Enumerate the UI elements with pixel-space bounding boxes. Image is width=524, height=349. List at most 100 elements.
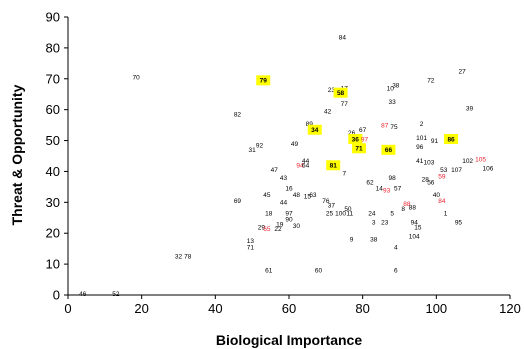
x-tick-label: 60 (282, 301, 296, 316)
data-point: 60 (315, 268, 323, 275)
point-label: 41 (416, 158, 424, 165)
data-point: 26 (348, 130, 356, 137)
data-point: 84 (339, 34, 347, 41)
data-point: 9 (350, 237, 354, 244)
y-tick-label: 10 (46, 257, 60, 272)
data-point: 88 (409, 204, 417, 211)
data-point: 50 (344, 206, 352, 213)
point-label: 88 (409, 204, 417, 211)
y-tick-label: 30 (46, 195, 60, 210)
point-label: 94 (296, 163, 304, 170)
point-label: 75 (390, 124, 398, 131)
point-label: 16 (285, 186, 293, 193)
point-label: 97 (285, 210, 293, 217)
data-point: 19 (276, 221, 284, 228)
point-label: 7 (342, 170, 346, 177)
data-point: 63 (309, 192, 317, 199)
x-axis-title: Biological Importance (216, 332, 362, 348)
point-label: 62 (366, 180, 374, 187)
point-label: 15 (414, 224, 422, 231)
data-point: 14 (376, 186, 384, 193)
point-label: 19 (276, 221, 284, 228)
point-label: 64 (302, 163, 310, 170)
point-label: 14 (376, 186, 384, 193)
data-point: 100 (335, 210, 346, 217)
point-label: 52 (112, 291, 120, 298)
data-point: 95 (455, 220, 463, 227)
x-tick-label: 80 (355, 301, 369, 316)
data-point: 42 (324, 109, 332, 116)
x-tick-label: 20 (134, 301, 148, 316)
data-point: 1 (444, 210, 448, 217)
x-axis-ticks: 0 20 40 60 80 100 120 (64, 295, 521, 316)
point-label: 81 (330, 163, 338, 170)
data-point: 106 (482, 166, 493, 173)
point-label: 36 (352, 136, 360, 143)
data-point: 38 (392, 82, 400, 89)
data-point: 23 (381, 220, 389, 227)
data-point: 39 (466, 105, 474, 112)
data-point: 66 (381, 144, 396, 155)
data-point: 90 (285, 217, 293, 224)
point-label: 9 (350, 237, 354, 244)
point-label: 6 (394, 268, 398, 275)
point-label: 48 (293, 192, 301, 199)
point-label: 101 (416, 135, 427, 142)
data-point: 32 (175, 254, 183, 261)
point-label: 44 (280, 200, 288, 207)
data-point: 93 (383, 187, 391, 194)
data-point: 75 (390, 124, 398, 131)
point-label: 32 (175, 254, 183, 261)
point-label: 100 (335, 210, 346, 217)
point-label: 42 (324, 109, 332, 116)
data-point: 24 (368, 210, 376, 217)
data-point: 103 (424, 159, 435, 166)
point-label: 61 (265, 268, 273, 275)
data-point: 48 (293, 192, 301, 199)
data-point: 16 (285, 186, 293, 193)
data-point: 36 (348, 134, 363, 145)
data-point: 97 (285, 210, 293, 217)
data-point: 64 (302, 163, 310, 170)
point-label: 78 (184, 254, 192, 261)
point-label: 26 (348, 130, 356, 137)
y-tick-label: 50 (46, 133, 60, 148)
point-label: 58 (337, 90, 345, 97)
point-label: 102 (462, 158, 473, 165)
point-label: 88 (403, 201, 411, 208)
point-label: 28 (422, 176, 430, 183)
data-point: 53 (440, 167, 448, 174)
point-label: 11 (346, 210, 353, 217)
data-point: 67 (359, 127, 367, 134)
data-point: 82 (234, 112, 242, 119)
data-point: 71 (247, 244, 255, 251)
point-label: 23 (381, 220, 389, 227)
point-label: 13 (247, 238, 255, 245)
data-point: 25 (326, 210, 334, 217)
data-point: 34 (307, 124, 322, 135)
y-tick-label: 90 (46, 10, 60, 25)
data-point: 44 (280, 200, 288, 207)
data-point: 86 (444, 134, 459, 145)
y-axis-title: Threat & Opportunity (9, 84, 25, 225)
data-point: 77 (341, 101, 349, 108)
point-label: 22 (274, 226, 282, 233)
data-point: 81 (326, 160, 341, 171)
data-point: 6 (394, 268, 398, 275)
highlight-box (444, 134, 459, 145)
point-label: 71 (355, 146, 363, 153)
y-tick-label: 70 (46, 71, 60, 86)
point-label: 49 (291, 141, 299, 148)
y-axis-ticks: 0 10 20 30 40 50 60 70 80 90 (46, 10, 68, 303)
data-point: 13 (247, 238, 255, 245)
x-tick-label: 100 (425, 301, 447, 316)
data-point: 15 (304, 193, 312, 200)
x-tick-label: 0 (64, 301, 71, 316)
point-label: 105 (475, 156, 486, 163)
data-point: 47 (271, 167, 279, 174)
point-label: 40 (433, 192, 441, 199)
data-point: 62 (366, 180, 374, 187)
data-point: 44 (302, 158, 310, 165)
point-label: 57 (394, 186, 402, 193)
